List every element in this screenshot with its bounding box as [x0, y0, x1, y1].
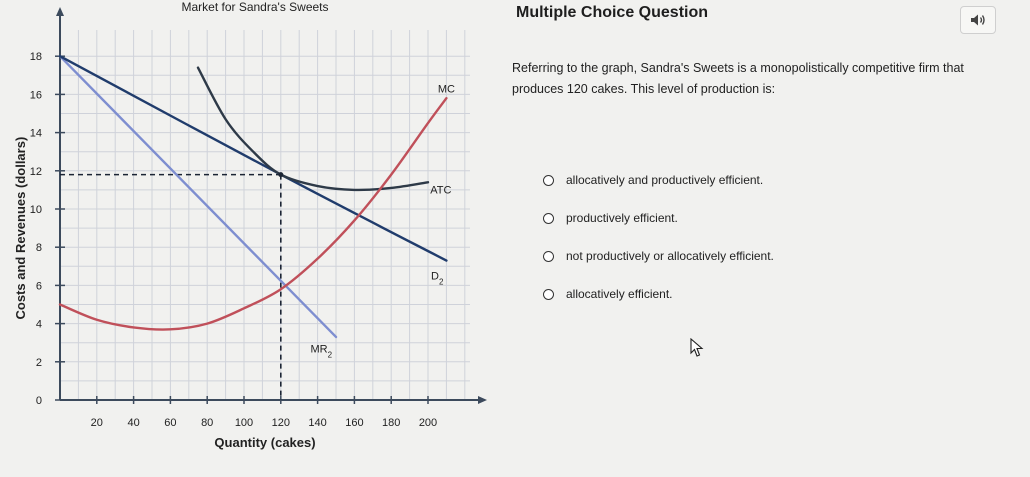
x-tick-label: 200	[419, 417, 437, 429]
radio-button[interactable]	[543, 250, 554, 262]
answer-option-1[interactable]: allocatively and productively efficient.	[543, 170, 774, 190]
x-tick-label: 120	[272, 417, 290, 429]
radio-button[interactable]	[543, 174, 554, 186]
x-tick-label: 140	[308, 417, 326, 429]
answer-options: allocatively and productively efficient.…	[543, 170, 774, 322]
curve-mr2	[58, 55, 338, 339]
chart-area: 20 40 60 80 100 120 140 160 180 200 0 2 4 6 8 10 12 14 16 1…	[0, 0, 505, 477]
y-axis-title: Costs and Revenues (dollars)	[13, 137, 28, 320]
answer-label: not productively or allocatively efficie…	[566, 249, 774, 263]
answer-option-2[interactable]: productively efficient.	[543, 208, 774, 228]
x-tick-label: 180	[382, 417, 400, 429]
y-tick-label: 12	[30, 166, 42, 178]
answer-option-4[interactable]: allocatively efficient.	[543, 284, 774, 304]
y-tick-label: 4	[36, 319, 42, 331]
answer-label: allocatively efficient.	[566, 287, 673, 301]
x-tick-label: 20	[91, 417, 103, 429]
y-tick-label: 6	[36, 280, 42, 292]
speaker-icon	[971, 14, 985, 26]
answer-label: allocatively and productively efficient.	[566, 173, 764, 187]
x-tick-label: 160	[345, 417, 363, 429]
price-point	[278, 172, 284, 178]
x-tick-label: 100	[235, 417, 253, 429]
y-tick-label: 18	[30, 51, 42, 63]
y-tick-label: 16	[30, 89, 42, 101]
curve-label-mr2: MR2	[310, 343, 332, 359]
answer-option-3[interactable]: not productively or allocatively efficie…	[543, 246, 774, 266]
x-tick-label: 80	[201, 417, 213, 429]
curve-label-atc: ATC	[430, 185, 451, 197]
y-tick-label: 8	[36, 242, 42, 254]
answer-label: productively efficient.	[566, 211, 678, 225]
question-header: Multiple Choice Question	[516, 4, 709, 21]
y-tick-label: 14	[30, 128, 42, 140]
radio-button[interactable]	[543, 288, 554, 300]
curve-label-mc: MC	[438, 83, 455, 95]
speaker-button[interactable]	[960, 6, 996, 34]
curve-atc	[196, 66, 430, 192]
chart-title: Market for Sandra's Sweets	[181, 0, 328, 14]
radio-button[interactable]	[543, 212, 554, 224]
curve-d2	[58, 55, 448, 262]
curve-label-d2: D2	[431, 271, 444, 287]
y-tick-label: 10	[30, 204, 42, 216]
y-tick-label: 2	[36, 357, 42, 369]
question-text: Referring to the graph, Sandra's Sweets …	[512, 61, 964, 96]
y-tick-label: 0	[36, 395, 42, 407]
y-axis-arrow	[56, 7, 64, 16]
x-tick-label: 40	[127, 417, 139, 429]
mouse-pointer-icon	[690, 338, 704, 357]
market-chart: 20 40 60 80 100 120 140 160 180 200 0 2 4 6 8 10 12 14 16 1…	[13, 0, 487, 450]
x-axis-arrow	[478, 396, 487, 404]
x-axis-title: Quantity (cakes)	[214, 435, 315, 450]
question-panel: Multiple Choice Question Referring to th…	[510, 0, 1030, 477]
curve-mc	[58, 97, 448, 331]
x-tick-label: 60	[164, 417, 176, 429]
